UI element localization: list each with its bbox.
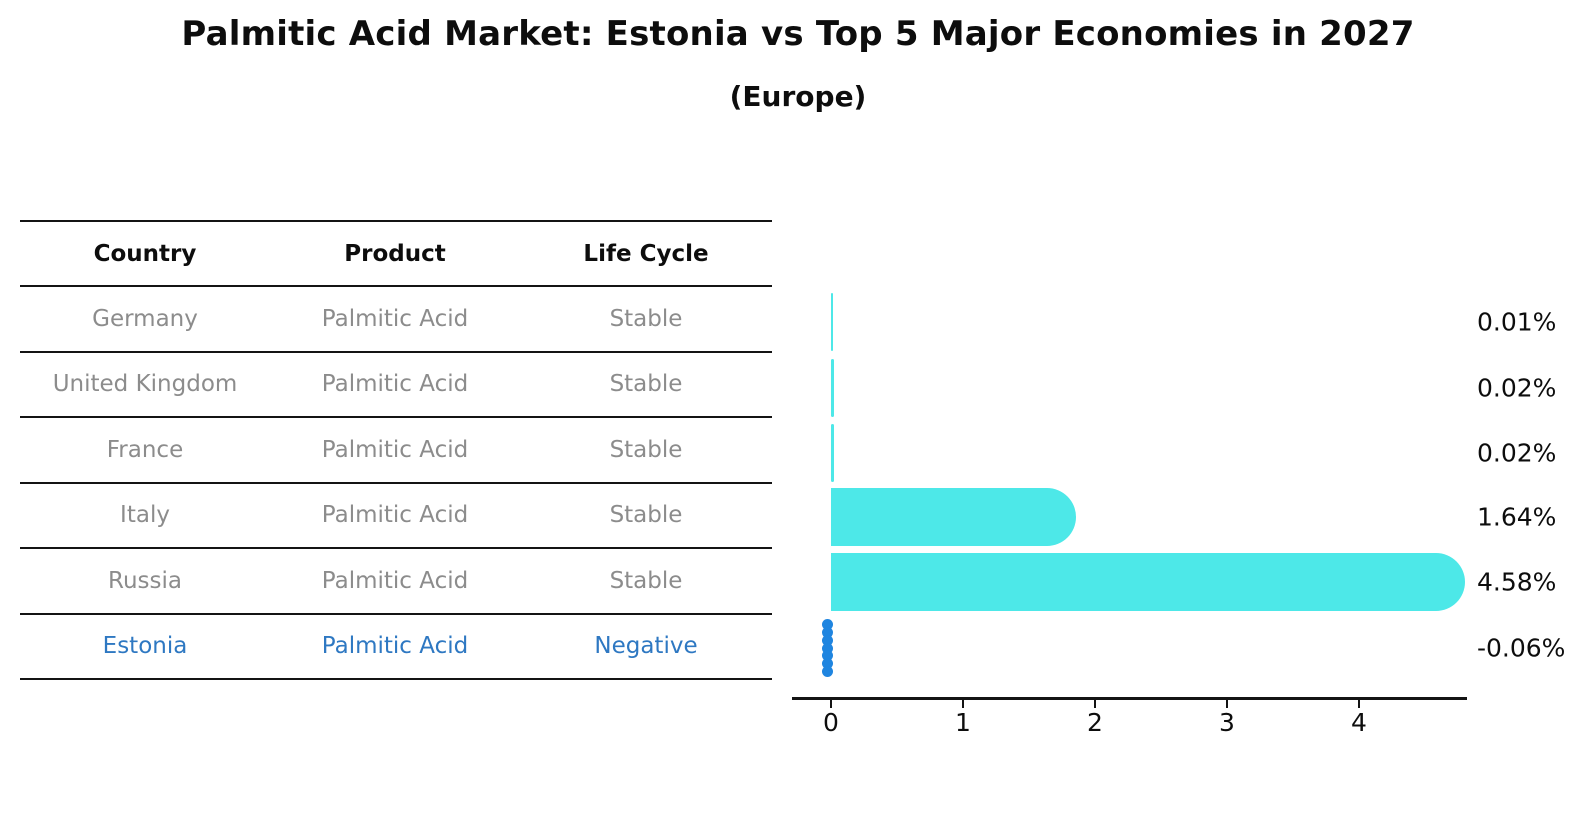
x-tick-label: 2 [1087, 708, 1103, 737]
cell-life-cycle: Stable [609, 436, 683, 463]
chart-subtitle: (Europe) [729, 80, 867, 113]
value-label-france: 0.02% [1477, 438, 1557, 468]
table-row: France Palmitic Acid Stable [20, 418, 772, 484]
cell-product: Palmitic Acid [321, 371, 469, 398]
cell-country: Italy [120, 502, 170, 529]
bar-italy [831, 488, 1077, 546]
bar-russia [831, 553, 1465, 611]
value-label-united-kingdom: 0.02% [1477, 373, 1557, 403]
value-label-germany: 0.01% [1477, 307, 1557, 337]
cell-product: Palmitic Acid [321, 436, 469, 463]
x-tick-mark [1094, 699, 1096, 708]
bar-dot [821, 626, 833, 638]
value-label-estonia: -0.06% [1477, 633, 1566, 663]
bar-dot [821, 658, 833, 670]
table-row: Germany Palmitic Acid Stable [20, 287, 772, 353]
x-tick-label: 0 [823, 708, 839, 737]
cell-product: Palmitic Acid [321, 633, 469, 660]
x-tick-label: 4 [1351, 708, 1367, 737]
bar-france [831, 424, 834, 482]
bar-dot [821, 666, 833, 677]
x-tick-label: 1 [955, 708, 971, 737]
table-row: United Kingdom Palmitic Acid Stable [20, 353, 772, 418]
table-row: Estonia Palmitic Acid Negative [20, 615, 772, 680]
value-label-italy: 1.64% [1477, 502, 1557, 532]
cell-country: Russia [108, 567, 182, 594]
cell-life-cycle: Stable [609, 305, 683, 332]
cell-country: France [106, 436, 184, 463]
x-tick-mark [830, 699, 832, 708]
header-country: Country [93, 240, 197, 267]
header-product: Product [344, 240, 446, 267]
table-row: Italy Palmitic Acid Stable [20, 484, 772, 549]
chart-title: Palmitic Acid Market: Estonia vs Top 5 M… [181, 14, 1415, 54]
bar-dot [821, 650, 833, 662]
bar-dot [821, 619, 833, 630]
bar-dot [821, 634, 833, 646]
x-axis-line [792, 697, 1467, 700]
x-tick-mark [1226, 699, 1228, 708]
bar-estonia [821, 619, 833, 677]
cell-life-cycle: Stable [609, 371, 683, 398]
x-tick-mark [1358, 699, 1360, 708]
cell-life-cycle: Stable [609, 502, 683, 529]
bar-united-kingdom [831, 359, 834, 417]
table-header-row: Country Product Life Cycle [20, 222, 772, 287]
table-row: Russia Palmitic Acid Stable [20, 549, 772, 615]
cell-product: Palmitic Acid [321, 305, 469, 332]
cell-product: Palmitic Acid [321, 502, 469, 529]
x-tick-label: 3 [1219, 708, 1235, 737]
cell-life-cycle: Stable [609, 567, 683, 594]
bar-germany [831, 293, 834, 351]
x-tick-mark [962, 699, 964, 708]
cell-country: Estonia [102, 633, 188, 660]
bar-dot [821, 642, 833, 654]
cell-life-cycle: Negative [594, 633, 698, 660]
cell-product: Palmitic Acid [321, 567, 469, 594]
cell-country: United Kingdom [52, 371, 238, 398]
cell-country: Germany [92, 305, 198, 332]
value-label-russia: 4.58% [1477, 567, 1557, 597]
header-life-cycle: Life Cycle [583, 240, 709, 267]
country-info-table: Country Product Life Cycle Germany Palmi… [20, 220, 772, 680]
